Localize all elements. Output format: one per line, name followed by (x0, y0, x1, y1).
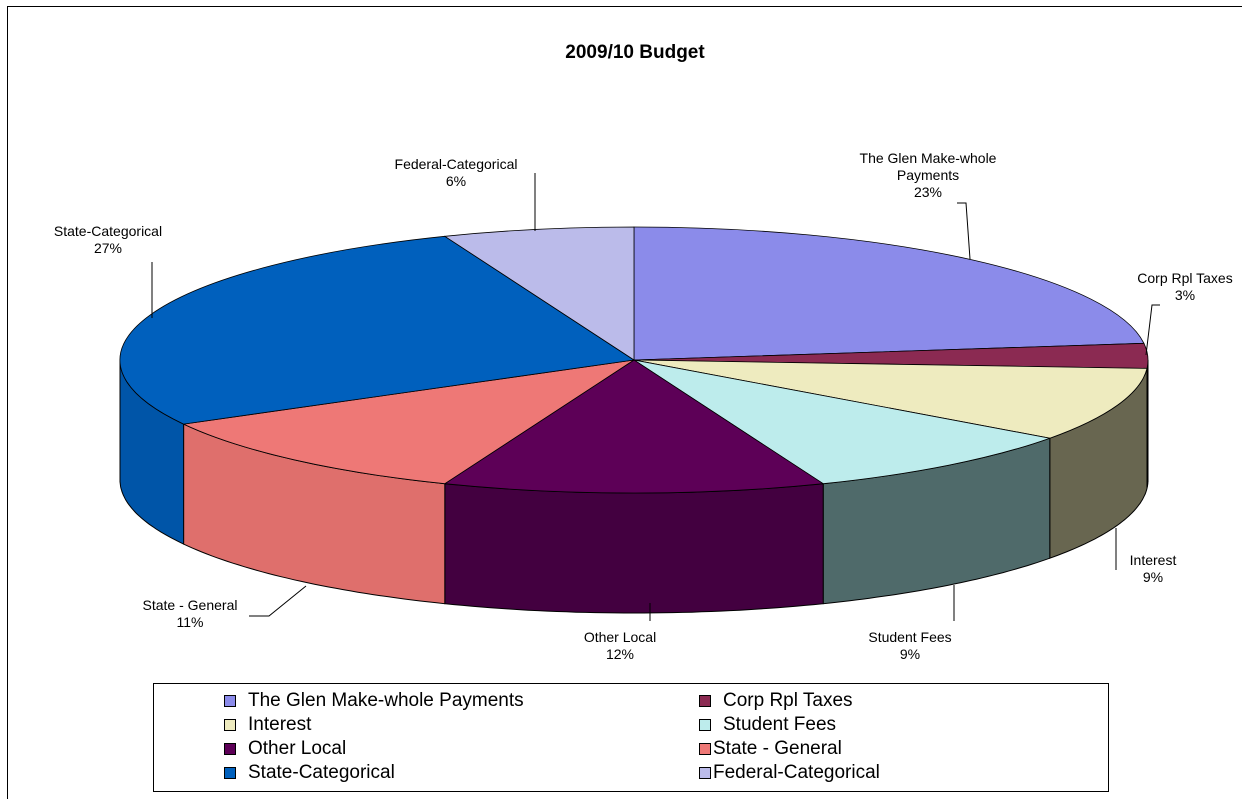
legend-item: The Glen Make-whole Payments (224, 690, 524, 712)
legend-swatch (699, 695, 711, 707)
legend-item: State - General (699, 738, 842, 760)
pie-slice (633, 359, 1052, 485)
legend-label: State - General (713, 738, 842, 759)
label-leader-line (249, 585, 307, 617)
pie-slice (633, 226, 1145, 361)
slice-label: Corp Rpl Taxes 3% (1137, 270, 1232, 303)
legend-swatch (224, 743, 236, 755)
legend-item: State-Categorical (224, 762, 395, 784)
slice-label: Student Fees 9% (868, 629, 951, 662)
legend-item: Federal-Categorical (699, 762, 880, 784)
legend: The Glen Make-whole Payments Corp Rpl Ta… (153, 683, 1109, 792)
legend-item: Interest (224, 714, 311, 736)
label-leader-line (957, 202, 971, 260)
legend-swatch (224, 695, 236, 707)
slice-label: State-Categorical 27% (54, 223, 162, 256)
chart-frame (7, 6, 1242, 799)
slice-label: State - General 11% (143, 597, 238, 630)
legend-swatch (224, 719, 236, 731)
pie-slice (443, 226, 635, 361)
legend-label: Interest (248, 714, 312, 735)
pie-side-wall (444, 483, 824, 614)
chart-title: 2009/10 Budget (565, 42, 705, 63)
legend-label: Corp Rpl Taxes (723, 690, 853, 711)
label-leader-line (1145, 304, 1160, 356)
slice-label: The Glen Make-whole Payments 23% (860, 150, 997, 200)
legend-label: State-Categorical (248, 762, 395, 783)
legend-swatch (699, 719, 711, 731)
legend-swatch (224, 767, 236, 779)
legend-swatch (699, 767, 711, 779)
pie-slice (443, 359, 825, 494)
legend-item: Student Fees (699, 714, 836, 736)
slice-label: Interest 9% (1130, 552, 1177, 585)
legend-label: Student Fees (723, 714, 837, 735)
legend-swatch (699, 743, 711, 755)
legend-label: Federal-Categorical (713, 762, 880, 783)
slice-label: Other Local 12% (584, 629, 656, 662)
pie-slice (182, 359, 635, 485)
legend-label: The Glen Make-whole Payments (248, 690, 524, 711)
legend-item: Other Local (224, 738, 346, 760)
pie-slice (633, 359, 1148, 439)
slice-label: Federal-Categorical 6% (395, 156, 518, 189)
pie-slice (119, 235, 636, 425)
legend-item: Corp Rpl Taxes (699, 690, 853, 712)
legend-label: Other Local (248, 738, 347, 759)
